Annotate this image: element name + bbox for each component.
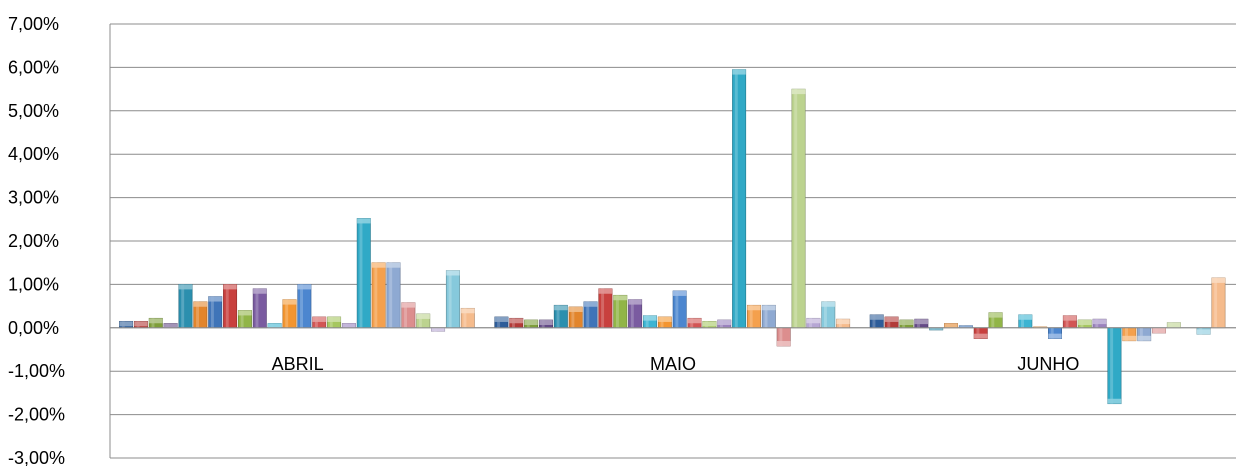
bar bbox=[1152, 327, 1167, 334]
bar bbox=[776, 327, 791, 347]
bar bbox=[988, 312, 1003, 329]
bar bbox=[133, 320, 148, 329]
y-tick-label: 3,00% bbox=[8, 188, 59, 208]
bar bbox=[598, 288, 613, 329]
y-tick-label: 5,00% bbox=[8, 101, 59, 121]
bar bbox=[1092, 318, 1107, 329]
bar bbox=[524, 319, 539, 329]
category-label: JUNHO bbox=[1017, 354, 1079, 374]
grid-lines bbox=[110, 23, 1236, 459]
bar bbox=[613, 294, 628, 329]
bar bbox=[297, 284, 312, 329]
y-tick-label: 2,00% bbox=[8, 231, 59, 251]
bar bbox=[657, 316, 672, 329]
bar bbox=[806, 317, 821, 329]
bar bbox=[509, 317, 524, 329]
bar bbox=[148, 317, 163, 329]
bar bbox=[761, 304, 776, 329]
category-label: MAIO bbox=[650, 354, 696, 374]
bar bbox=[687, 317, 702, 329]
bar bbox=[356, 218, 371, 329]
bar bbox=[717, 319, 732, 329]
bar bbox=[1137, 327, 1152, 342]
bar bbox=[416, 313, 431, 329]
bar bbox=[553, 304, 568, 329]
bar bbox=[163, 323, 178, 329]
bar bbox=[791, 88, 806, 329]
bar bbox=[944, 323, 959, 329]
bar bbox=[341, 323, 356, 329]
bar bbox=[119, 320, 134, 329]
y-tick-label: -1,00% bbox=[8, 361, 65, 381]
bar bbox=[899, 319, 914, 329]
bar bbox=[1196, 327, 1211, 335]
bar bbox=[732, 69, 747, 329]
bar bbox=[386, 262, 401, 329]
axes bbox=[109, 24, 1236, 458]
bar bbox=[282, 299, 297, 329]
bar bbox=[672, 290, 687, 329]
bar bbox=[267, 323, 282, 329]
bar bbox=[371, 262, 386, 329]
bar bbox=[1062, 315, 1077, 329]
bar bbox=[914, 318, 929, 329]
bar bbox=[237, 310, 252, 329]
y-tick-label: 1,00% bbox=[8, 274, 59, 294]
bar bbox=[401, 302, 416, 329]
bar bbox=[884, 316, 899, 329]
y-tick-label: -2,00% bbox=[8, 405, 65, 425]
bar bbox=[702, 320, 717, 329]
y-tick-label: 7,00% bbox=[8, 14, 59, 34]
bar bbox=[1107, 327, 1122, 405]
bar bbox=[642, 315, 657, 329]
bar bbox=[836, 318, 851, 329]
bar bbox=[178, 284, 193, 329]
bar bbox=[494, 316, 509, 329]
bar bbox=[208, 296, 223, 329]
bar bbox=[1018, 314, 1033, 329]
category-label: ABRIL bbox=[272, 354, 324, 374]
bar bbox=[431, 327, 446, 332]
y-tick-label: 0,00% bbox=[8, 318, 59, 338]
bar bbox=[568, 306, 583, 329]
bar bbox=[1048, 327, 1063, 339]
bar bbox=[538, 319, 553, 329]
y-tick-label: 4,00% bbox=[8, 144, 59, 164]
bar bbox=[869, 314, 884, 329]
bar bbox=[583, 301, 598, 329]
bar bbox=[1211, 277, 1226, 329]
bar bbox=[445, 270, 460, 329]
y-tick-label: -3,00% bbox=[8, 448, 65, 466]
bar bbox=[193, 301, 208, 329]
bar bbox=[223, 284, 238, 329]
y-tick-label: 6,00% bbox=[8, 57, 59, 77]
bar bbox=[1077, 319, 1092, 329]
bar bbox=[973, 327, 988, 339]
y-axis-tick-labels: 7,00% 6,00% 5,00% 4,00% 3,00% 2,00% 1,00% 0,00%… bbox=[8, 14, 65, 466]
bar bbox=[1166, 322, 1181, 329]
bar bbox=[252, 288, 267, 329]
bar bbox=[746, 304, 761, 329]
bar bbox=[821, 301, 836, 329]
bar bbox=[628, 299, 643, 329]
bar bbox=[460, 307, 475, 329]
x-axis-category-labels: ABRIL MAIO JUNHO bbox=[272, 354, 1080, 374]
bar bbox=[327, 316, 342, 329]
bar bbox=[1122, 327, 1137, 342]
bar bbox=[312, 316, 327, 329]
